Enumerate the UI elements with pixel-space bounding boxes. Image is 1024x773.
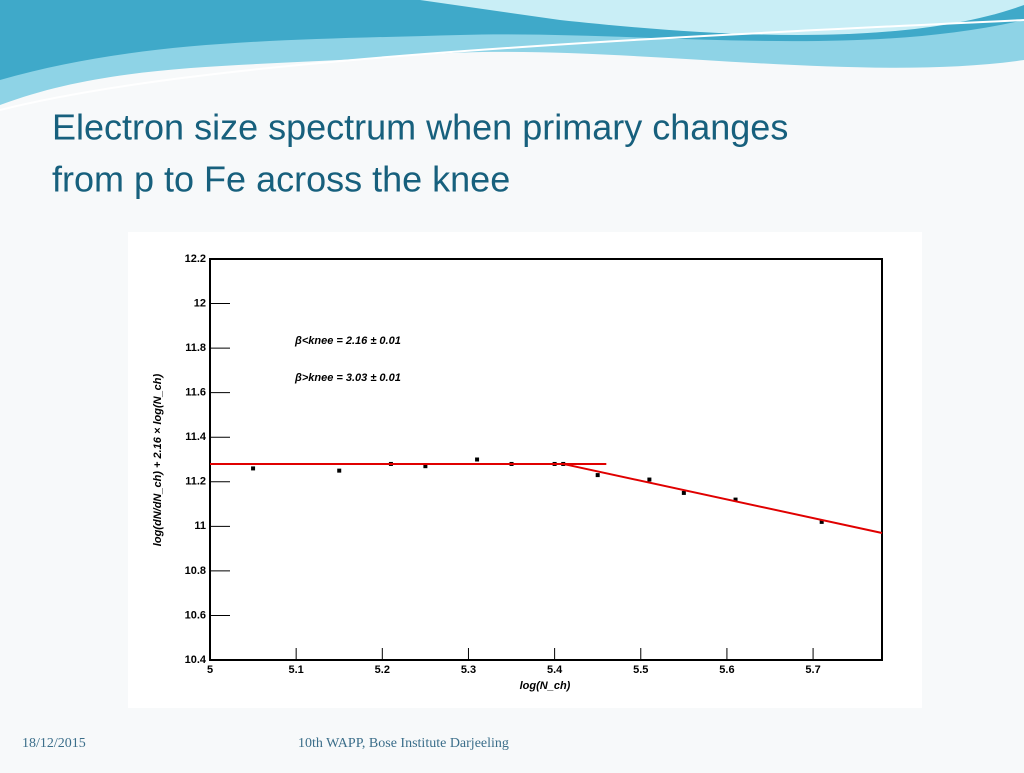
data-point	[681, 490, 686, 495]
data-point	[647, 477, 652, 482]
x-tick-label: 5.6	[719, 664, 734, 676]
data-point	[423, 464, 428, 469]
y-tick-label: 11.4	[185, 431, 207, 443]
data-point	[819, 519, 824, 524]
x-tick-label: 5.5	[633, 664, 648, 676]
header-line	[0, 19, 1024, 111]
plot-frame	[209, 258, 883, 661]
annotation: β>knee = 3.03 ± 0.01	[294, 372, 401, 384]
x-tick-label: 5.7	[805, 664, 820, 676]
data-point	[251, 466, 256, 471]
slide-title: Electron size spectrum when primary chan…	[52, 107, 788, 148]
chart-area	[128, 232, 922, 708]
footer-event: 10th WAPP, Bose Institute Darjeeling	[298, 736, 509, 751]
data-point	[595, 473, 600, 478]
x-tick-label: 5.2	[375, 664, 390, 676]
annotation: β<knee = 2.16 ± 0.01	[294, 335, 401, 347]
y-tick-label: 10.4	[185, 654, 207, 666]
y-tick-label: 12.2	[185, 253, 206, 265]
y-tick-label: 11	[194, 520, 206, 532]
y-tick-label: 12	[194, 297, 206, 309]
x-tick-label: 5.3	[461, 664, 476, 676]
y-tick-label: 10.6	[185, 609, 206, 621]
header-wave	[420, 0, 1024, 35]
y-tick-label: 11.8	[185, 342, 206, 354]
x-tick-label: 5	[207, 664, 213, 676]
y-axis-label: log(dN/dN_ch) + 2.16 × log(N_ch)	[152, 373, 164, 546]
footer-date: 18/12/2015	[22, 736, 86, 751]
data-point	[337, 468, 342, 473]
y-tick-label: 10.8	[185, 565, 206, 577]
y-tick-label: 11.6	[185, 387, 206, 399]
x-tick-label: 5.4	[547, 664, 563, 676]
x-tick-label: 5.1	[289, 664, 304, 676]
slide-title: from p to Fe across the knee	[52, 159, 510, 200]
data-point	[733, 497, 738, 502]
data-point	[475, 457, 480, 462]
y-tick-label: 11.2	[185, 476, 206, 488]
x-axis-label: log(N_ch)	[520, 680, 571, 692]
fit-line	[563, 462, 883, 534]
